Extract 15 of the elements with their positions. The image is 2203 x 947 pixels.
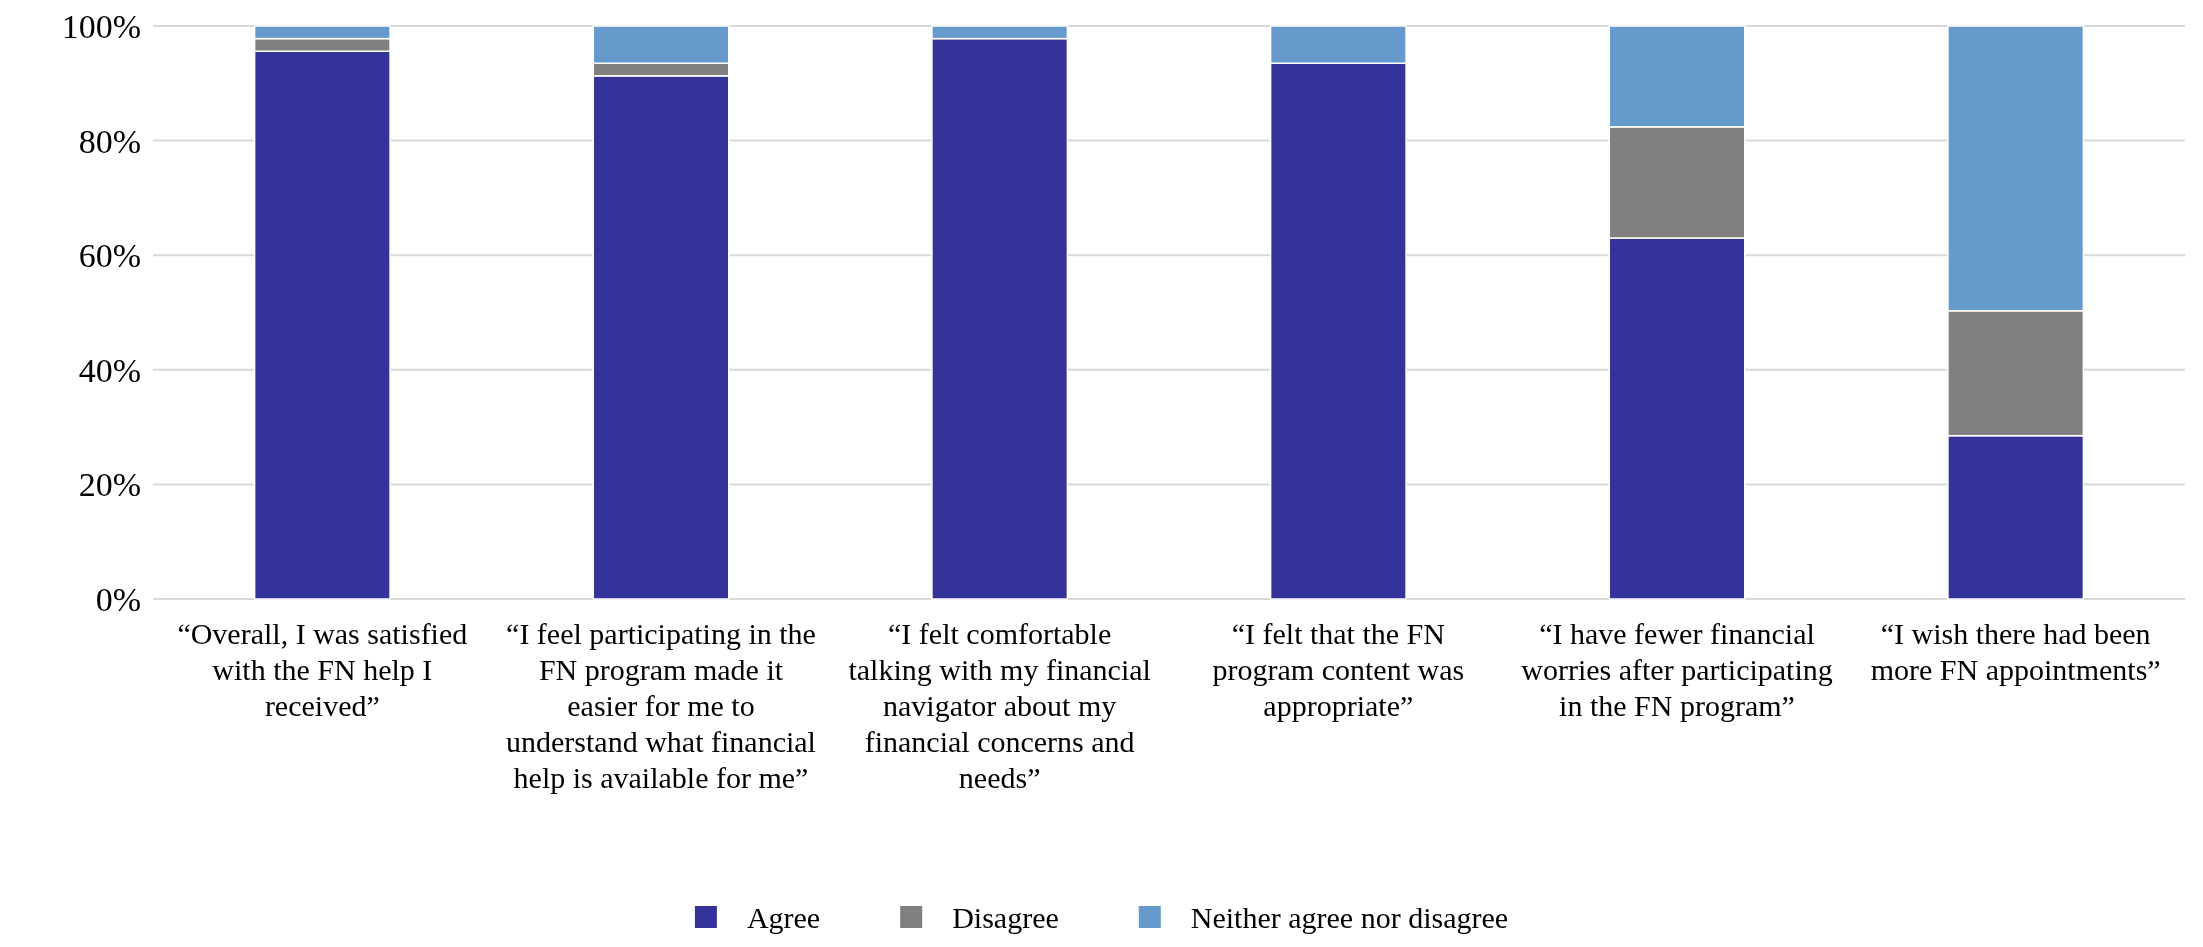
- y-tick-label: 0%: [95, 580, 141, 618]
- x-tick-label: “Overall, I was satisfied with the FN help I received”: [177, 617, 468, 722]
- y-tick-label: 60%: [78, 237, 141, 275]
- legend-label: Agree: [746, 900, 821, 934]
- legend-label: Neither agree nor disagree: [1190, 900, 1509, 934]
- y-tick-label: 20%: [78, 466, 141, 504]
- legend-label: Disagree: [952, 900, 1059, 934]
- x-tick-label: “I have fewer financial worries after participating in the FN program”: [1521, 617, 1833, 722]
- x-tick-label: “I felt comfortable talking with my financial navigator about my financial concerns and needs”: [848, 617, 1151, 794]
- x-tick-label: “I wish there had been more FN appointments”: [1870, 617, 2161, 686]
- x-tick-label: “I felt that the FN program content was appropriate”: [1212, 617, 1465, 722]
- x-tick-label: “I feel participating in the FN program made it easier for me to understand what financial help is available for me”: [506, 617, 816, 794]
- y-tick-label: 100%: [61, 7, 141, 45]
- y-tick-label: 40%: [78, 351, 141, 389]
- y-tick-label: 80%: [78, 122, 141, 160]
